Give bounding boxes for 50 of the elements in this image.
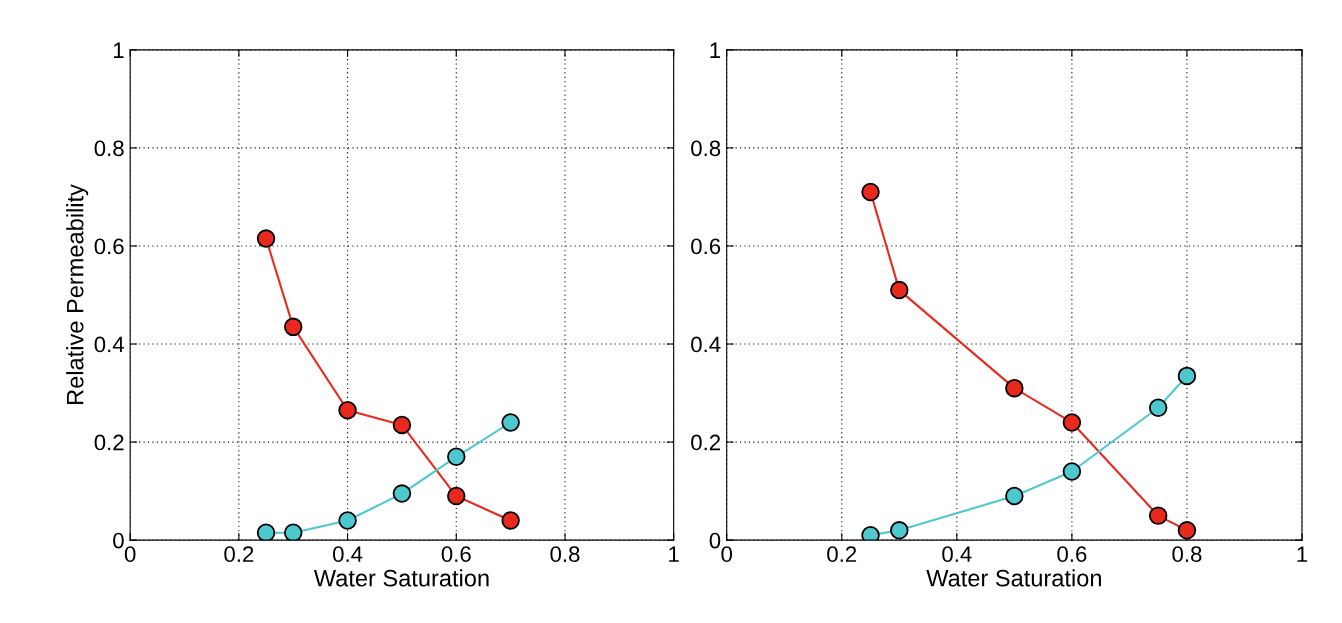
y-tick-label: 0.8 xyxy=(94,140,124,157)
x-tick-label: 0.4 xyxy=(333,546,363,563)
x-tick-label: 0.8 xyxy=(1172,546,1202,563)
y-tick-label: 0 xyxy=(709,532,721,549)
point xyxy=(501,413,520,432)
x-tick-label: 0 xyxy=(721,546,732,563)
y-tick-label: 0.2 xyxy=(691,434,721,451)
point xyxy=(338,400,357,420)
point xyxy=(1062,413,1082,432)
point xyxy=(1005,378,1024,398)
point xyxy=(256,523,276,541)
point xyxy=(447,486,466,506)
x-tick-label: 0.8 xyxy=(550,546,580,563)
point xyxy=(338,511,357,530)
x-tick-label: 0.2 xyxy=(224,546,254,563)
point xyxy=(861,182,880,202)
point xyxy=(256,229,276,248)
point xyxy=(392,484,412,503)
x-tick-label: 1 xyxy=(1297,546,1308,562)
y-tick-label: 0.4 xyxy=(691,336,721,353)
point xyxy=(1005,486,1024,506)
point xyxy=(283,317,303,337)
y-tick-label: 0.4 xyxy=(94,336,124,353)
x-axis-title: Water Saturation xyxy=(313,569,489,587)
y-tick-label: 0.2 xyxy=(94,434,124,451)
point xyxy=(1177,521,1197,540)
point xyxy=(1062,462,1082,481)
point xyxy=(392,415,412,435)
point xyxy=(501,511,520,530)
point xyxy=(447,447,466,467)
y-tick-label: 0.8 xyxy=(691,140,721,157)
x-tick-label: 0 xyxy=(124,546,136,563)
point xyxy=(1148,398,1168,417)
y-tick-label: 0 xyxy=(113,532,124,549)
point xyxy=(1148,506,1168,525)
x-axis-title: Water Saturation xyxy=(926,569,1101,587)
point xyxy=(1177,366,1197,386)
y-tick-label: 0.6 xyxy=(691,238,721,255)
x-tick-label: 0.6 xyxy=(441,546,471,563)
x-tick-label: 0.6 xyxy=(1057,546,1087,563)
x-tick-label: 0.4 xyxy=(942,546,972,563)
point xyxy=(890,521,909,540)
x-tick-label: 0.2 xyxy=(827,546,857,563)
point xyxy=(283,523,303,541)
y-tick-label: 1 xyxy=(710,42,721,58)
y-tick-label: 1 xyxy=(113,42,124,58)
y-axis-title: Relative Permeability xyxy=(66,184,89,404)
y-tick-label: 0.6 xyxy=(94,238,124,255)
x-tick-label: 1 xyxy=(669,546,679,562)
point xyxy=(890,280,909,300)
